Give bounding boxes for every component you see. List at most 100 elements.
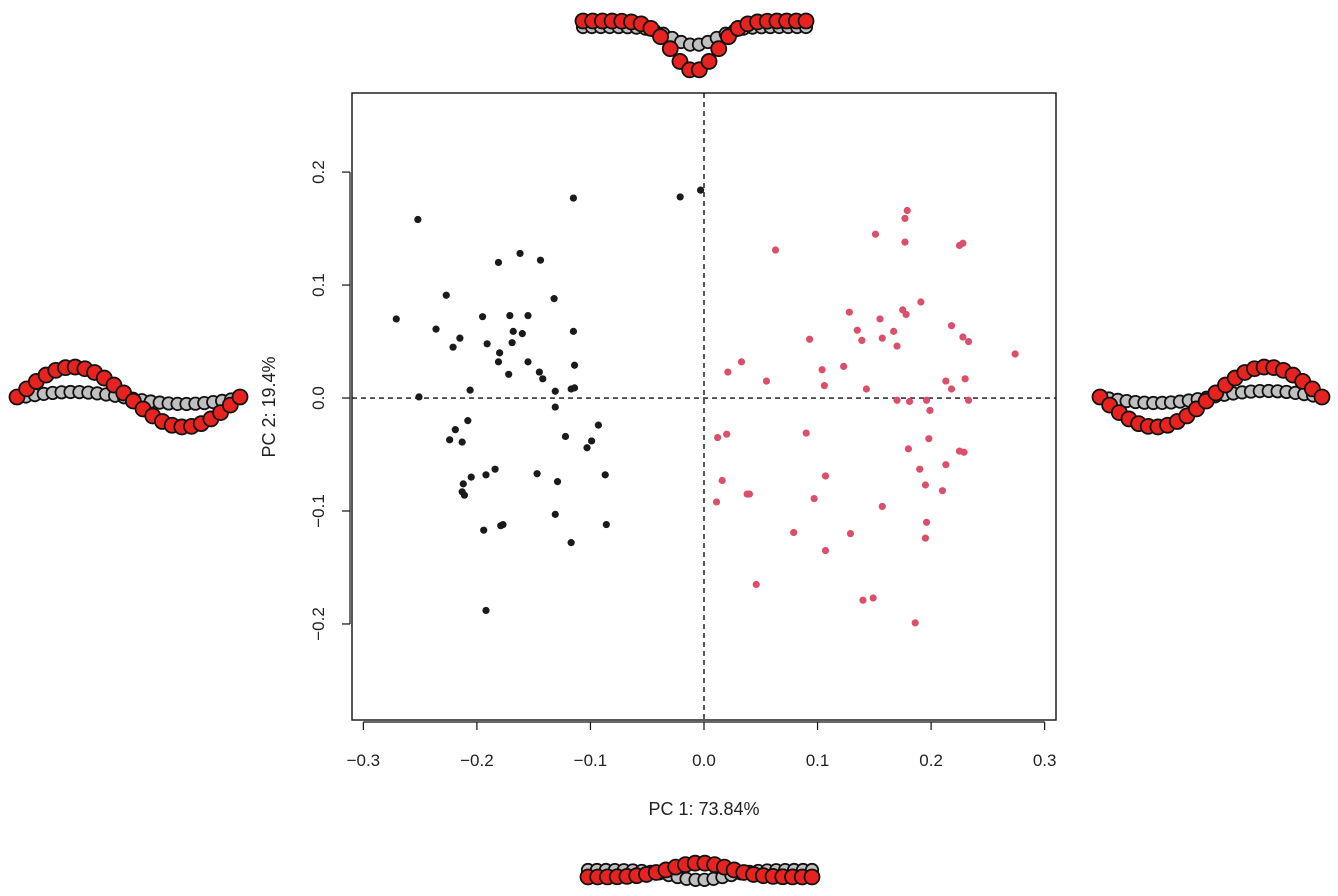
point-group-black bbox=[535, 368, 543, 376]
point-group-black bbox=[550, 295, 558, 303]
point-group-red bbox=[818, 366, 826, 374]
point-group-black bbox=[518, 330, 526, 338]
point-group-red bbox=[806, 335, 814, 343]
point-group-red bbox=[878, 334, 886, 342]
x-tick-label: 0.2 bbox=[919, 751, 943, 770]
point-group-red bbox=[745, 490, 754, 498]
point-group-red bbox=[878, 502, 886, 511]
point-group-black bbox=[494, 358, 503, 366]
point-group-black bbox=[561, 432, 570, 441]
y-tick-label: 0.0 bbox=[309, 386, 328, 410]
x-tick-label: 0.1 bbox=[806, 751, 830, 770]
point-group-black bbox=[570, 384, 579, 392]
point-group-black bbox=[505, 370, 513, 378]
point-group-red bbox=[947, 385, 956, 393]
point-group-red bbox=[821, 472, 830, 480]
outline-top-red-landmark bbox=[710, 40, 728, 58]
point-group-black bbox=[551, 387, 559, 395]
point-group-red bbox=[853, 326, 861, 334]
point-group-red bbox=[925, 435, 933, 443]
point-group-black bbox=[446, 436, 454, 444]
point-group-red bbox=[771, 246, 780, 254]
point-group-red bbox=[890, 327, 898, 335]
point-group-black bbox=[456, 334, 464, 342]
outline-left-red-landmark bbox=[231, 388, 249, 406]
point-group-black bbox=[570, 361, 579, 369]
point-group-red bbox=[820, 382, 828, 390]
point-group-red bbox=[905, 397, 914, 406]
outline-left-shape bbox=[8, 358, 249, 436]
point-group-red bbox=[723, 430, 731, 438]
point-group-red bbox=[724, 368, 732, 376]
point-group-red bbox=[942, 377, 950, 385]
point-group-black bbox=[460, 491, 469, 499]
outline-top-shape bbox=[574, 12, 815, 79]
y-tick-label: 0.1 bbox=[309, 273, 328, 297]
point-group-red bbox=[871, 230, 880, 238]
point-group-black bbox=[676, 193, 684, 201]
point-group-black bbox=[499, 520, 507, 529]
point-group-black bbox=[451, 426, 459, 434]
point-group-black bbox=[459, 480, 467, 488]
point-group-black bbox=[442, 291, 450, 299]
point-group-black bbox=[551, 403, 559, 411]
point-group-black bbox=[449, 343, 457, 351]
point-group-red bbox=[922, 396, 931, 404]
point-group-red bbox=[955, 241, 964, 250]
point-group-red bbox=[903, 206, 911, 215]
x-tick-label: 0.0 bbox=[692, 751, 716, 770]
point-group-black bbox=[567, 539, 575, 547]
point-group-black bbox=[414, 215, 422, 224]
point-group-black bbox=[483, 340, 491, 348]
point-group-black bbox=[506, 311, 514, 320]
point-group-red bbox=[947, 322, 956, 330]
point-group-red bbox=[846, 529, 855, 538]
point-group-black bbox=[466, 386, 474, 394]
point-group-black bbox=[482, 471, 490, 479]
x-axis-title: PC 1: 73.84% bbox=[648, 799, 759, 819]
point-group-black bbox=[551, 510, 559, 518]
point-group-red bbox=[790, 528, 798, 537]
reference-lines bbox=[352, 93, 1056, 720]
point-group-black bbox=[496, 349, 504, 357]
outline-right-red-landmark bbox=[1313, 388, 1331, 406]
point-group-black bbox=[494, 258, 503, 267]
data-points bbox=[392, 186, 1019, 627]
point-group-red bbox=[960, 448, 968, 456]
y-tick-label: 0.2 bbox=[309, 160, 328, 184]
point-group-red bbox=[964, 396, 973, 404]
point-group-black bbox=[482, 606, 490, 615]
point-group-red bbox=[921, 534, 930, 542]
point-group-red bbox=[1011, 350, 1019, 358]
point-group-red bbox=[762, 377, 771, 385]
x-tick-label: 0.3 bbox=[1033, 751, 1057, 770]
point-group-black bbox=[467, 473, 475, 481]
x-tick-label: −0.1 bbox=[574, 751, 608, 770]
point-group-red bbox=[904, 445, 912, 453]
point-group-red bbox=[840, 362, 848, 370]
y-tick-label: −0.1 bbox=[309, 494, 328, 528]
y-axis: −0.2 −0.1 0.0 0.1 0.2 bbox=[309, 160, 351, 641]
point-group-red bbox=[869, 594, 877, 602]
point-group-red bbox=[893, 342, 901, 350]
point-group-black bbox=[594, 421, 603, 429]
point-group-red bbox=[959, 333, 967, 341]
point-group-black bbox=[569, 327, 578, 335]
point-group-black bbox=[583, 444, 591, 452]
point-group-black bbox=[480, 526, 488, 534]
point-group-red bbox=[902, 310, 910, 319]
point-group-red bbox=[938, 487, 947, 495]
point-group-red bbox=[901, 238, 909, 246]
point-group-red bbox=[922, 518, 931, 526]
point-group-red bbox=[862, 385, 870, 393]
point-group-red bbox=[718, 476, 726, 485]
point-group-red bbox=[714, 433, 722, 442]
point-group-black bbox=[392, 315, 400, 323]
point-group-red bbox=[916, 465, 924, 473]
plot-frame bbox=[351, 92, 1057, 721]
outline-top-red-landmark bbox=[661, 40, 679, 58]
point-group-red bbox=[926, 406, 934, 415]
outline-bottom-shape bbox=[579, 854, 821, 887]
point-group-black bbox=[696, 186, 705, 194]
point-group-black bbox=[491, 465, 499, 473]
